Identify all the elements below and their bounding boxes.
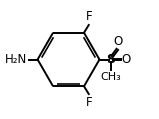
Text: H₂N: H₂N (5, 53, 27, 66)
Text: O: O (113, 35, 122, 48)
Text: F: F (86, 96, 93, 109)
Text: CH₃: CH₃ (100, 72, 121, 82)
Text: S: S (106, 53, 115, 66)
Text: F: F (86, 10, 93, 23)
Text: O: O (121, 53, 131, 66)
